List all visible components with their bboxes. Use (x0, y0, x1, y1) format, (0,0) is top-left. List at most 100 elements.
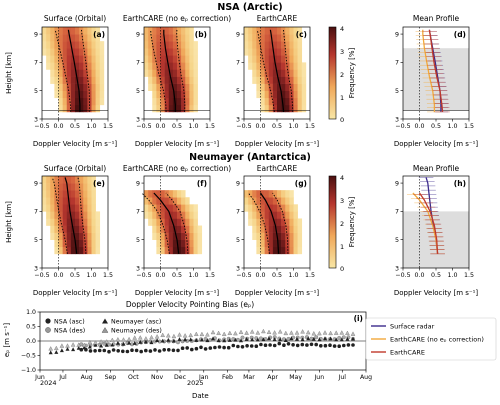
heat-cell (58, 76, 63, 84)
heat-cell (277, 246, 282, 255)
heat-cell (91, 232, 96, 240)
heat-cell (272, 218, 278, 226)
heat-cell (62, 90, 68, 99)
heat-cell (172, 239, 178, 248)
neumayer-asc-point (110, 342, 115, 347)
heat-cell (79, 183, 84, 191)
heat-cell (79, 76, 84, 84)
row1-title: NSA (Arctic) (217, 2, 282, 13)
heat-cell (58, 55, 63, 63)
x-tick-label: 1.5 (464, 123, 474, 130)
heat-cell (83, 34, 88, 42)
panel-letter: (g) (295, 179, 307, 188)
heat-cell (172, 41, 178, 49)
heat-cell (62, 48, 68, 56)
heat-cell (272, 41, 278, 49)
neumayer-des-point (238, 329, 244, 334)
heat-cell (289, 211, 294, 219)
neumayer-des-point (121, 337, 126, 342)
heat-cell (152, 232, 157, 240)
heat-cell (177, 48, 182, 56)
y-tick-label: 5 (395, 237, 399, 244)
heat-cell (268, 197, 274, 205)
heat-cell (289, 27, 294, 35)
heat-cell (156, 204, 161, 212)
heat-cell (160, 34, 165, 42)
bias-x-tick-label: Jun (313, 374, 324, 381)
heat-cell (58, 218, 63, 226)
bias-y-tick-label: −0.5 (21, 353, 36, 360)
heat-cell (144, 34, 149, 42)
heat-cell (185, 62, 190, 70)
nsa-asc-point (282, 343, 286, 348)
neumayer-asc-point (328, 336, 333, 341)
heat-cell (297, 218, 303, 226)
heat-cell (289, 246, 294, 255)
heat-cell (297, 69, 303, 77)
heat-cell (75, 27, 80, 35)
neumayer-asc-point (48, 350, 53, 355)
nsa-asc-point (171, 348, 176, 353)
heat-cell (177, 204, 182, 212)
heat-cell (87, 225, 92, 233)
heat-cell (58, 239, 63, 248)
heat-cell (256, 83, 261, 91)
heat-cell (289, 76, 294, 84)
neumayer-asc-point (295, 337, 299, 341)
row2-ylabel: Height [km] (5, 201, 13, 243)
neumayer-des-point (283, 330, 289, 336)
nsa-asc-point (144, 348, 148, 353)
heat-cell (264, 62, 270, 70)
neumayer-des-point (182, 333, 188, 338)
x-tick-label: 0.5 (70, 272, 80, 279)
heat-cell (293, 204, 298, 212)
heat-cell (252, 190, 257, 198)
heat-cell (248, 218, 253, 226)
heat-cell (260, 204, 265, 212)
heat-cell (164, 190, 170, 198)
heat-cell (293, 83, 298, 91)
heat-cell (152, 27, 157, 35)
y-tick-label: 3 (136, 116, 140, 123)
heat-cell (297, 225, 303, 233)
heat-cell (297, 62, 303, 70)
heat-cell (54, 197, 59, 205)
panel-h-xlabel: Doppler Velocity [m s⁻¹] (394, 289, 479, 297)
heat-cell (244, 34, 249, 42)
heat-cell (95, 27, 101, 35)
heat-cell (185, 76, 190, 84)
heat-cell (181, 76, 186, 84)
heat-cell (177, 197, 182, 205)
heat-cell (189, 34, 194, 42)
neumayer-des-point (255, 330, 261, 335)
heat-cell (248, 41, 253, 49)
heat-cell (272, 190, 278, 198)
heat-cell (70, 190, 76, 198)
panel-letter: (c) (296, 30, 307, 39)
heat-cell (62, 197, 68, 205)
neumayer-asc-point (323, 336, 327, 341)
x-tick-label: 0.0 (53, 272, 63, 279)
heat-cell (289, 90, 294, 99)
panel-e: (e) −0.5 0.0 0.5 1.0 1.5 9 7 5 3 (34, 175, 113, 279)
heat-cell (260, 218, 265, 226)
heat-cell (79, 104, 84, 113)
legend-label-nsa-des: NSA (des) (54, 328, 85, 335)
heat-cell (244, 41, 249, 49)
neumayer-asc-point (306, 336, 311, 341)
heat-cell (54, 27, 59, 35)
nsa-asc-point (305, 343, 309, 347)
lower-quantile-line (54, 29, 72, 112)
heat-cell (58, 83, 63, 91)
panel-d-title: Mean Profile (413, 14, 460, 23)
heat-cell (264, 97, 270, 106)
heat-cell (172, 34, 178, 42)
heat-cell (58, 41, 63, 49)
heat-cell (54, 246, 59, 255)
heat-cell (193, 104, 198, 113)
heat-cell (75, 83, 80, 91)
nsa-asc-point (328, 343, 332, 348)
heat-cell (70, 218, 76, 226)
x-tick-label: 0.5 (172, 123, 182, 130)
x-tick-label: 1.5 (305, 123, 315, 130)
